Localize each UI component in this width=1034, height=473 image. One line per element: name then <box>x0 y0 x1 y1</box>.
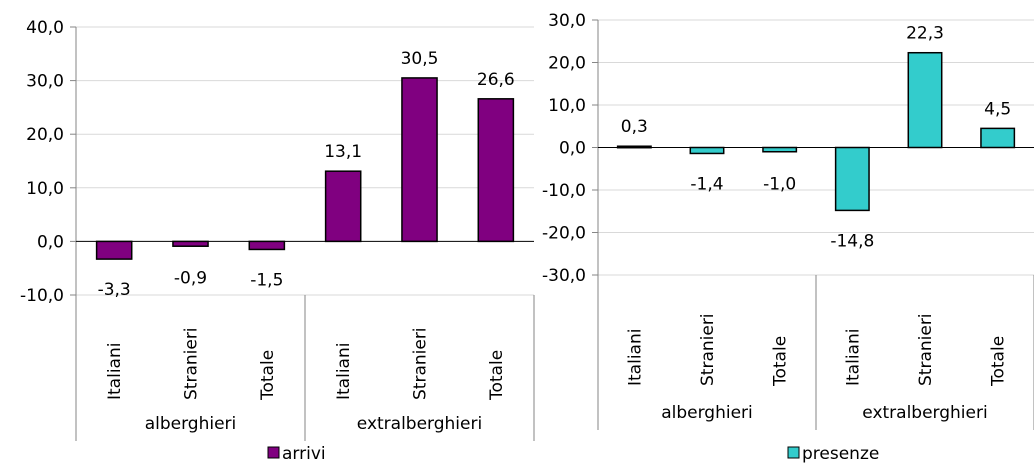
y-tick-label: 20,0 <box>26 125 64 145</box>
category-label: Italiani <box>625 329 645 386</box>
data-label: 26,6 <box>477 70 515 90</box>
bar <box>980 127 1016 149</box>
bar <box>401 77 438 243</box>
group-label: extralberghieri <box>357 414 482 434</box>
group-label: alberghieri <box>661 403 753 423</box>
legend-swatch <box>787 446 800 459</box>
bar <box>95 240 133 260</box>
data-label: 13,1 <box>324 142 362 162</box>
y-tick-label: -30,0 <box>542 266 586 286</box>
data-label: -0,9 <box>174 268 207 288</box>
y-tick-label: 10,0 <box>26 179 64 199</box>
category-label: Stranieri <box>916 313 936 386</box>
data-label: 0,3 <box>621 117 648 137</box>
data-label: -14,8 <box>830 231 874 251</box>
legend-label: arrivi <box>282 444 326 464</box>
category-label: Totale <box>487 350 507 401</box>
legend-label: presenze <box>802 444 879 464</box>
bar <box>762 146 798 153</box>
y-tick-label: -10,0 <box>20 286 64 306</box>
category-label: Totale <box>771 336 791 387</box>
category-label: Italiani <box>105 343 125 400</box>
chart-presenze: -30,0 -20,0 -10,0 0,0 10,0 20,0 30,0 0,3 Italian… <box>542 11 1034 464</box>
bar <box>324 170 362 243</box>
bar <box>689 146 725 155</box>
category-label: Italiani <box>843 329 863 386</box>
category-label: Totale <box>258 350 278 401</box>
data-label: -1,4 <box>690 175 723 195</box>
y-tick-label: 20,0 <box>548 54 586 74</box>
bar <box>477 98 515 243</box>
y-tick-label: 40,0 <box>26 18 64 38</box>
y-tick-label: 0,0 <box>37 232 64 252</box>
bar <box>907 51 943 149</box>
category-label: Stranieri <box>411 327 431 400</box>
y-tick-label: 30,0 <box>26 72 64 92</box>
y-tick-label: -20,0 <box>542 224 586 244</box>
bar <box>172 240 209 247</box>
category-label: Stranieri <box>698 313 718 386</box>
y-tick-label: 0,0 <box>559 139 586 159</box>
y-tick-label: -10,0 <box>542 181 586 201</box>
data-label: -1,5 <box>250 270 283 290</box>
group-label: alberghieri <box>145 414 237 434</box>
data-label: 30,5 <box>401 49 439 69</box>
data-label: -3,3 <box>98 280 131 300</box>
data-label: -1,0 <box>763 175 796 195</box>
category-label: Totale <box>989 336 1009 387</box>
bar <box>248 240 286 251</box>
category-label: Stranieri <box>182 327 202 400</box>
data-label: 22,3 <box>906 24 944 44</box>
y-tick-label: 30,0 <box>548 11 586 31</box>
data-label: 4,5 <box>984 99 1011 119</box>
category-label: Italiani <box>334 343 354 400</box>
legend-swatch <box>267 446 280 459</box>
group-label: extralberghieri <box>862 403 987 423</box>
bar <box>834 146 870 212</box>
chart-arrivi: -10,0 0,0 10,0 20,0 30,0 40,0 -3,3 Italiani -0,9… <box>20 18 535 464</box>
y-tick-label: 10,0 <box>548 96 586 116</box>
